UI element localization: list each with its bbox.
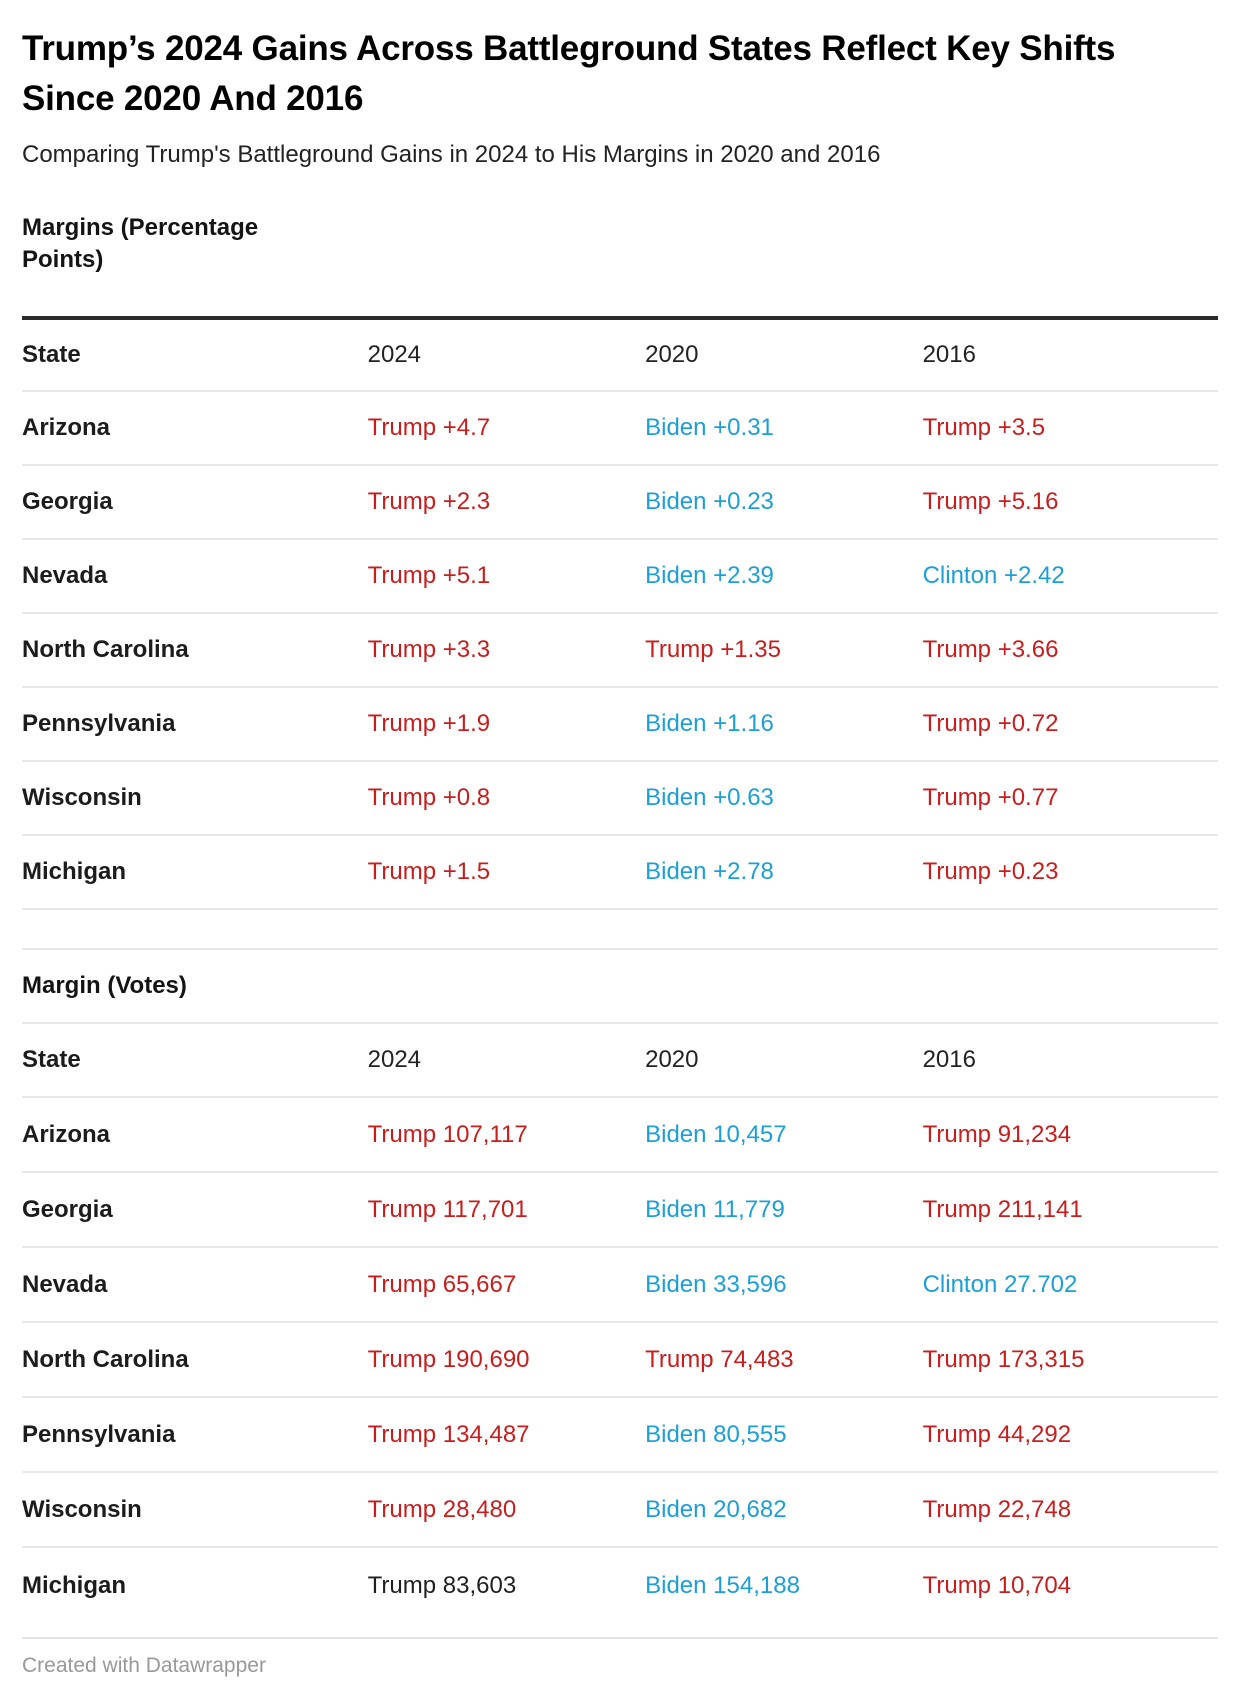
state-cell: Georgia bbox=[22, 1195, 113, 1223]
margin-value: Trump +4.7 bbox=[367, 414, 491, 441]
margin-value: Trump +1.35 bbox=[645, 636, 781, 663]
state-cell: Nevada bbox=[22, 1270, 108, 1298]
table-row: Nevada Trump +5.1 Biden +2.39 Clinton +2.42 bbox=[22, 540, 1218, 614]
section-heading-margins-percentage-points: Margins (Percentage Points) bbox=[22, 214, 259, 273]
table-row: Arizona Trump 107,117 Biden 10,457 Trump 91… bbox=[22, 1098, 1218, 1173]
margin-value: Trump 22,748 bbox=[922, 1495, 1072, 1523]
margin-value: Trump 44,292 bbox=[922, 1420, 1072, 1448]
table-row: Michigan Trump +1.5 Biden +2.78 Trump +0.23 bbox=[22, 836, 1218, 910]
section-heading-row: Margin (Votes) bbox=[22, 950, 1218, 1024]
table-row: Pennsylvania Trump +1.9 Biden +1.16 Trump +… bbox=[22, 688, 1218, 762]
margin-value: Biden +1.16 bbox=[645, 710, 774, 737]
table-row: Georgia Trump +2.3 Biden +0.23 Trump +5.16 bbox=[22, 466, 1218, 540]
margin-value: Trump 28,480 bbox=[367, 1495, 517, 1523]
state-cell: Georgia bbox=[22, 488, 113, 515]
chart-footer: Created with Datawrapper bbox=[22, 1637, 1218, 1679]
margin-value: Clinton 27.702 bbox=[922, 1270, 1078, 1298]
margin-value: Trump 107,117 bbox=[367, 1120, 528, 1148]
column-header-state: State bbox=[22, 1046, 81, 1073]
chart-subtitle: Comparing Trump's Battleground Gains in … bbox=[22, 141, 881, 168]
table-row: Arizona Trump +4.7 Biden +0.31 Trump +3.5 bbox=[22, 392, 1218, 466]
margin-value: Biden 11,779 bbox=[645, 1195, 785, 1223]
column-header-state: State bbox=[22, 341, 81, 368]
table-row: Nevada Trump 65,667 Biden 33,596 Clinton 27… bbox=[22, 1248, 1218, 1323]
margins-percentage-points-table: State 2024 2020 2016 Arizona Trump +4.7 Biden … bbox=[22, 320, 1218, 910]
state-cell: Pennsylvania bbox=[22, 1420, 176, 1448]
margin-value: Trump 65,667 bbox=[367, 1270, 517, 1298]
margin-value: Trump +1.5 bbox=[367, 858, 491, 885]
margin-value: Biden +0.23 bbox=[645, 488, 774, 515]
margin-value: Biden 10,457 bbox=[645, 1120, 787, 1148]
column-header-2024: 2024 bbox=[367, 341, 422, 368]
margin-value: Trump +0.77 bbox=[922, 784, 1059, 811]
margin-value: Biden +0.31 bbox=[645, 414, 774, 441]
table-header-row: State 2024 2020 2016 bbox=[22, 320, 1218, 392]
section-heading-margin-votes: Margin (Votes) bbox=[22, 972, 187, 999]
state-cell: Arizona bbox=[22, 1120, 111, 1148]
margin-value: Trump 190,690 bbox=[367, 1345, 530, 1373]
margin-value: Trump +0.72 bbox=[922, 710, 1059, 737]
table-gap-spacer bbox=[22, 910, 1218, 950]
margin-value: Trump +2.3 bbox=[367, 488, 491, 515]
state-cell: Nevada bbox=[22, 562, 108, 589]
margin-value: Trump 134,487 bbox=[367, 1420, 530, 1448]
column-header-2020: 2020 bbox=[645, 1046, 699, 1073]
margin-value: Trump +5.16 bbox=[922, 488, 1059, 515]
table-row: North Carolina Trump 190,690 Trump 74,483 T… bbox=[22, 1323, 1218, 1398]
margin-value: Trump 173,315 bbox=[922, 1345, 1085, 1373]
margin-value: Biden 33,596 bbox=[645, 1270, 787, 1298]
margin-value: Biden 20,682 bbox=[645, 1495, 787, 1523]
margin-value: Trump 74,483 bbox=[645, 1345, 794, 1373]
margin-value: Clinton +2.42 bbox=[922, 562, 1065, 589]
margin-value: Biden +2.39 bbox=[645, 562, 774, 589]
margin-value: Trump +1.9 bbox=[367, 710, 491, 737]
datawrapper-credit: Created with Datawrapper bbox=[22, 1654, 266, 1677]
table-header-row: State 2024 2020 2016 bbox=[22, 1024, 1218, 1098]
margin-votes-table: State 2024 2020 2016 Arizona Trump 107,117 Bid… bbox=[22, 1024, 1218, 1623]
table-row: Wisconsin Trump +0.8 Biden +0.63 Trump +0.7… bbox=[22, 762, 1218, 836]
section-margin-votes: Margin (Votes) State 2024 2020 2016 Arizona T… bbox=[22, 950, 1218, 1623]
state-cell: Pennsylvania bbox=[22, 710, 176, 737]
margin-value: Trump +0.8 bbox=[367, 784, 491, 811]
table-row: North Carolina Trump +3.3 Trump +1.35 Trump… bbox=[22, 614, 1218, 688]
margin-value: Biden +0.63 bbox=[645, 784, 774, 811]
margin-value: Trump +3.66 bbox=[922, 636, 1059, 663]
margin-value: Trump 91,234 bbox=[922, 1120, 1072, 1148]
state-cell: North Carolina bbox=[22, 1345, 189, 1373]
table-row: Pennsylvania Trump 134,487 Biden 80,555 Tru… bbox=[22, 1398, 1218, 1473]
state-cell: Michigan bbox=[22, 1571, 127, 1599]
table-row: Wisconsin Trump 28,480 Biden 20,682 Trump 2… bbox=[22, 1473, 1218, 1548]
table-top-rule bbox=[22, 316, 1218, 320]
column-header-2020: 2020 bbox=[645, 341, 699, 368]
state-cell: North Carolina bbox=[22, 636, 189, 663]
state-cell: Wisconsin bbox=[22, 1495, 142, 1523]
column-header-2016: 2016 bbox=[922, 341, 976, 368]
margin-value: Trump +5.1 bbox=[367, 562, 491, 589]
chart-title: Trump’s 2024 Gains Across Battleground S… bbox=[22, 29, 1116, 118]
state-cell: Arizona bbox=[22, 414, 111, 441]
column-header-2016: 2016 bbox=[922, 1046, 976, 1073]
margin-value: Trump 83,603 bbox=[367, 1571, 517, 1599]
table-row: Michigan Trump 83,603 Biden 154,188 Trump 1… bbox=[22, 1548, 1218, 1623]
state-cell: Michigan bbox=[22, 858, 127, 885]
margin-value: Biden +2.78 bbox=[645, 858, 774, 885]
margin-value: Biden 154,188 bbox=[645, 1571, 800, 1599]
margin-value: Trump 211,141 bbox=[922, 1195, 1083, 1223]
margin-value: Trump 117,701 bbox=[367, 1195, 528, 1223]
section-margins-percentage-points: Margins (Percentage Points) State 2024 202… bbox=[22, 212, 1218, 910]
margin-value: Trump 10,704 bbox=[922, 1571, 1072, 1599]
margin-value: Biden 80,555 bbox=[645, 1420, 787, 1448]
table-row: Georgia Trump 117,701 Biden 11,779 Trump 21… bbox=[22, 1173, 1218, 1248]
margin-value: Trump +3.5 bbox=[922, 414, 1046, 441]
column-header-2024: 2024 bbox=[367, 1046, 422, 1073]
margin-value: Trump +0.23 bbox=[922, 858, 1059, 885]
state-cell: Wisconsin bbox=[22, 784, 142, 811]
margin-value: Trump +3.3 bbox=[367, 636, 491, 663]
